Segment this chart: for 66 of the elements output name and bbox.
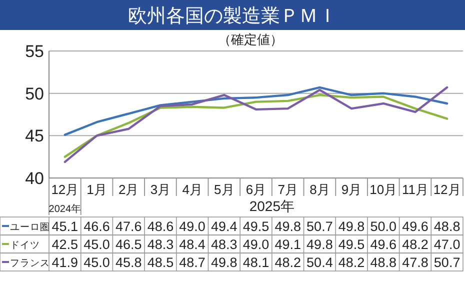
legend-label: ドイツ bbox=[10, 240, 40, 251]
data-label: 49.8 bbox=[306, 237, 333, 252]
x-tick-label: 12月 bbox=[51, 182, 79, 197]
data-label: 49.0 bbox=[242, 237, 270, 252]
x-tick-label: 2月 bbox=[118, 182, 139, 197]
data-label: 50.0 bbox=[370, 219, 397, 234]
data-label: 45.0 bbox=[84, 255, 110, 270]
data-label: 50.4 bbox=[306, 255, 334, 270]
data-label: 48.4 bbox=[179, 237, 206, 252]
data-label: 49.0 bbox=[179, 219, 206, 234]
data-label: 47.6 bbox=[115, 219, 142, 234]
data-label: 41.9 bbox=[52, 255, 78, 270]
data-label: 49.8 bbox=[338, 219, 365, 234]
data-label: 46.6 bbox=[84, 219, 110, 234]
line-series bbox=[64, 86, 448, 136]
data-label: 49.5 bbox=[338, 237, 365, 252]
data-label: 49.6 bbox=[370, 237, 397, 252]
text: 2025年 bbox=[249, 198, 294, 214]
data-label: 47.0 bbox=[434, 237, 460, 252]
y-tick-label: 45 bbox=[25, 126, 44, 146]
data-label: 47.8 bbox=[402, 255, 428, 270]
data-label: 48.3 bbox=[147, 237, 174, 252]
y-tick-label: 55 bbox=[25, 42, 44, 61]
data-label: 48.1 bbox=[242, 255, 270, 270]
data-label: 48.3 bbox=[211, 237, 238, 252]
data-label: 49.8 bbox=[274, 219, 301, 234]
chart-subtitle: （確定値） bbox=[218, 32, 283, 47]
x-tick-label: 8月 bbox=[310, 182, 330, 197]
data-label: 49.8 bbox=[211, 255, 238, 270]
data-label: 45.8 bbox=[115, 255, 142, 270]
data-label: 48.2 bbox=[274, 255, 301, 270]
data-label: 48.2 bbox=[402, 237, 428, 252]
data-label: 45.0 bbox=[84, 237, 110, 252]
y-tick-label: 40 bbox=[25, 169, 44, 188]
data-label: 48.6 bbox=[147, 219, 174, 234]
data-label: 50.7 bbox=[306, 219, 333, 234]
data-label: 45.1 bbox=[52, 219, 78, 234]
data-label: 48.2 bbox=[338, 255, 365, 270]
data-label: 49.5 bbox=[242, 219, 270, 234]
x-tick-label: 10月 bbox=[370, 182, 398, 197]
x-tick-label: 3月 bbox=[150, 182, 171, 197]
x-tick-label: 12月 bbox=[433, 182, 461, 197]
data-label: 49.1 bbox=[274, 237, 301, 252]
data-label: 48.7 bbox=[179, 255, 206, 270]
data-label: 42.5 bbox=[52, 237, 78, 252]
data-label: 49.6 bbox=[402, 219, 428, 234]
line-series bbox=[64, 94, 448, 158]
data-label: 49.4 bbox=[211, 219, 238, 234]
data-label: 48.5 bbox=[147, 255, 174, 270]
data-label: 50.7 bbox=[434, 255, 460, 270]
x-tick-label: 7月 bbox=[278, 182, 298, 197]
text: 2024年 bbox=[48, 203, 82, 215]
data-label: 46.5 bbox=[115, 237, 142, 252]
x-tick-label: 1月 bbox=[86, 182, 107, 197]
data-label: 48.8 bbox=[434, 219, 460, 234]
legend-label: ユーロ圏 bbox=[10, 222, 50, 233]
data-label: 48.8 bbox=[370, 255, 397, 270]
x-tick-label: 5月 bbox=[214, 182, 234, 197]
x-tick-label: 6月 bbox=[246, 182, 266, 197]
chart-title: 欧州各国の製造業ＰＭＩ bbox=[128, 6, 337, 27]
x-tick-label: 4月 bbox=[182, 182, 202, 197]
legend-label: フランス bbox=[10, 258, 50, 269]
x-tick-label: 9月 bbox=[341, 182, 362, 197]
y-tick-label: 50 bbox=[25, 84, 44, 104]
line-series bbox=[64, 86, 448, 164]
x-tick-label: 11月 bbox=[402, 182, 428, 197]
